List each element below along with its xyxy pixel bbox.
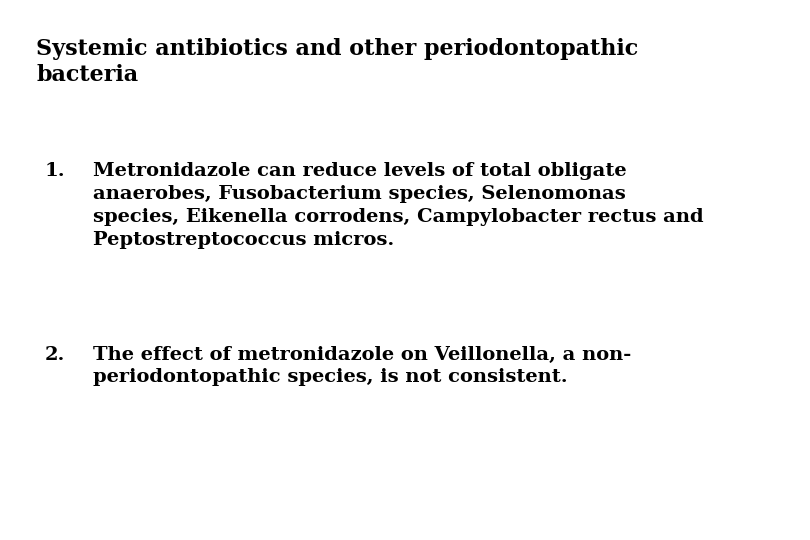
Text: 2.: 2.	[45, 346, 65, 363]
Text: Systemic antibiotics and other periodontopathic
bacteria: Systemic antibiotics and other periodont…	[36, 38, 639, 86]
Text: The effect of metronidazole on Veillonella, a non-
periodontopathic species, is : The effect of metronidazole on Veillonel…	[93, 346, 632, 387]
Text: 1.: 1.	[45, 162, 65, 180]
Text: Metronidazole can reduce levels of total obligate
anaerobes, Fusobacterium speci: Metronidazole can reduce levels of total…	[93, 162, 704, 249]
